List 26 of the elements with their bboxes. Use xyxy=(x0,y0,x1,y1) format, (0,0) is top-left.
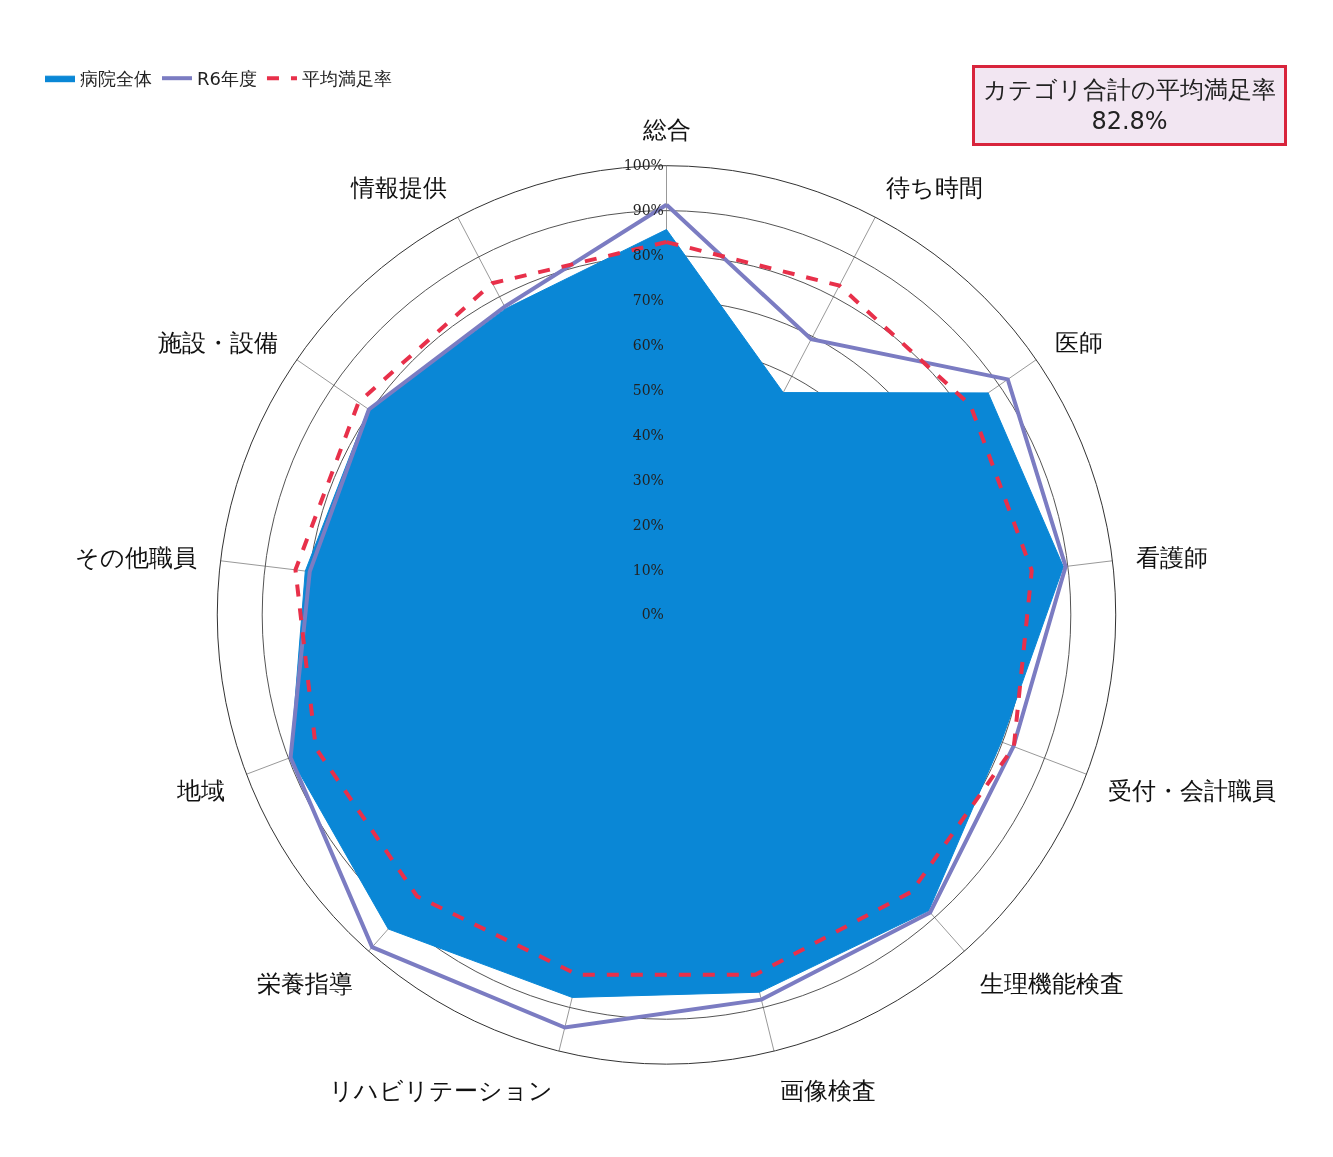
y-tick-label: 70% xyxy=(632,292,664,309)
spoke-label: 医師 xyxy=(1055,328,1104,357)
y-tick-label: 60% xyxy=(632,336,664,353)
spoke-label: 施設・設備 xyxy=(157,328,278,357)
spoke-label: その他職員 xyxy=(75,543,198,572)
y-tick-label: 30% xyxy=(632,471,664,488)
spoke-label: 栄養指導 xyxy=(257,970,354,999)
spoke-label: 生理機能検査 xyxy=(979,970,1124,999)
spoke-label: 待ち時間 xyxy=(886,174,984,203)
spoke-label: 総合 xyxy=(641,115,691,144)
spoke-label: リハビリテーション xyxy=(329,1077,554,1106)
spoke-label: 看護師 xyxy=(1135,543,1208,572)
legend-label: 平均満足率 xyxy=(301,68,392,90)
y-tick-label: 0% xyxy=(641,606,664,623)
spoke-label: 画像検査 xyxy=(779,1077,876,1106)
y-tick-label: 80% xyxy=(632,247,664,264)
spoke-label: 受付・会計職員 xyxy=(1108,776,1277,805)
y-tick-label: 50% xyxy=(632,381,664,398)
y-tick-label: 10% xyxy=(632,561,664,578)
legend-label: 病院全体 xyxy=(80,68,152,90)
legend-label: R6年度 xyxy=(197,68,257,90)
spoke-label: 情報提供 xyxy=(349,174,447,203)
y-tick-label: 20% xyxy=(632,516,664,533)
text: カテゴリ合計の平均満足率 82.8% xyxy=(983,76,1276,136)
spoke-label: 地域 xyxy=(175,776,225,805)
y-tick-label: 40% xyxy=(632,426,664,443)
